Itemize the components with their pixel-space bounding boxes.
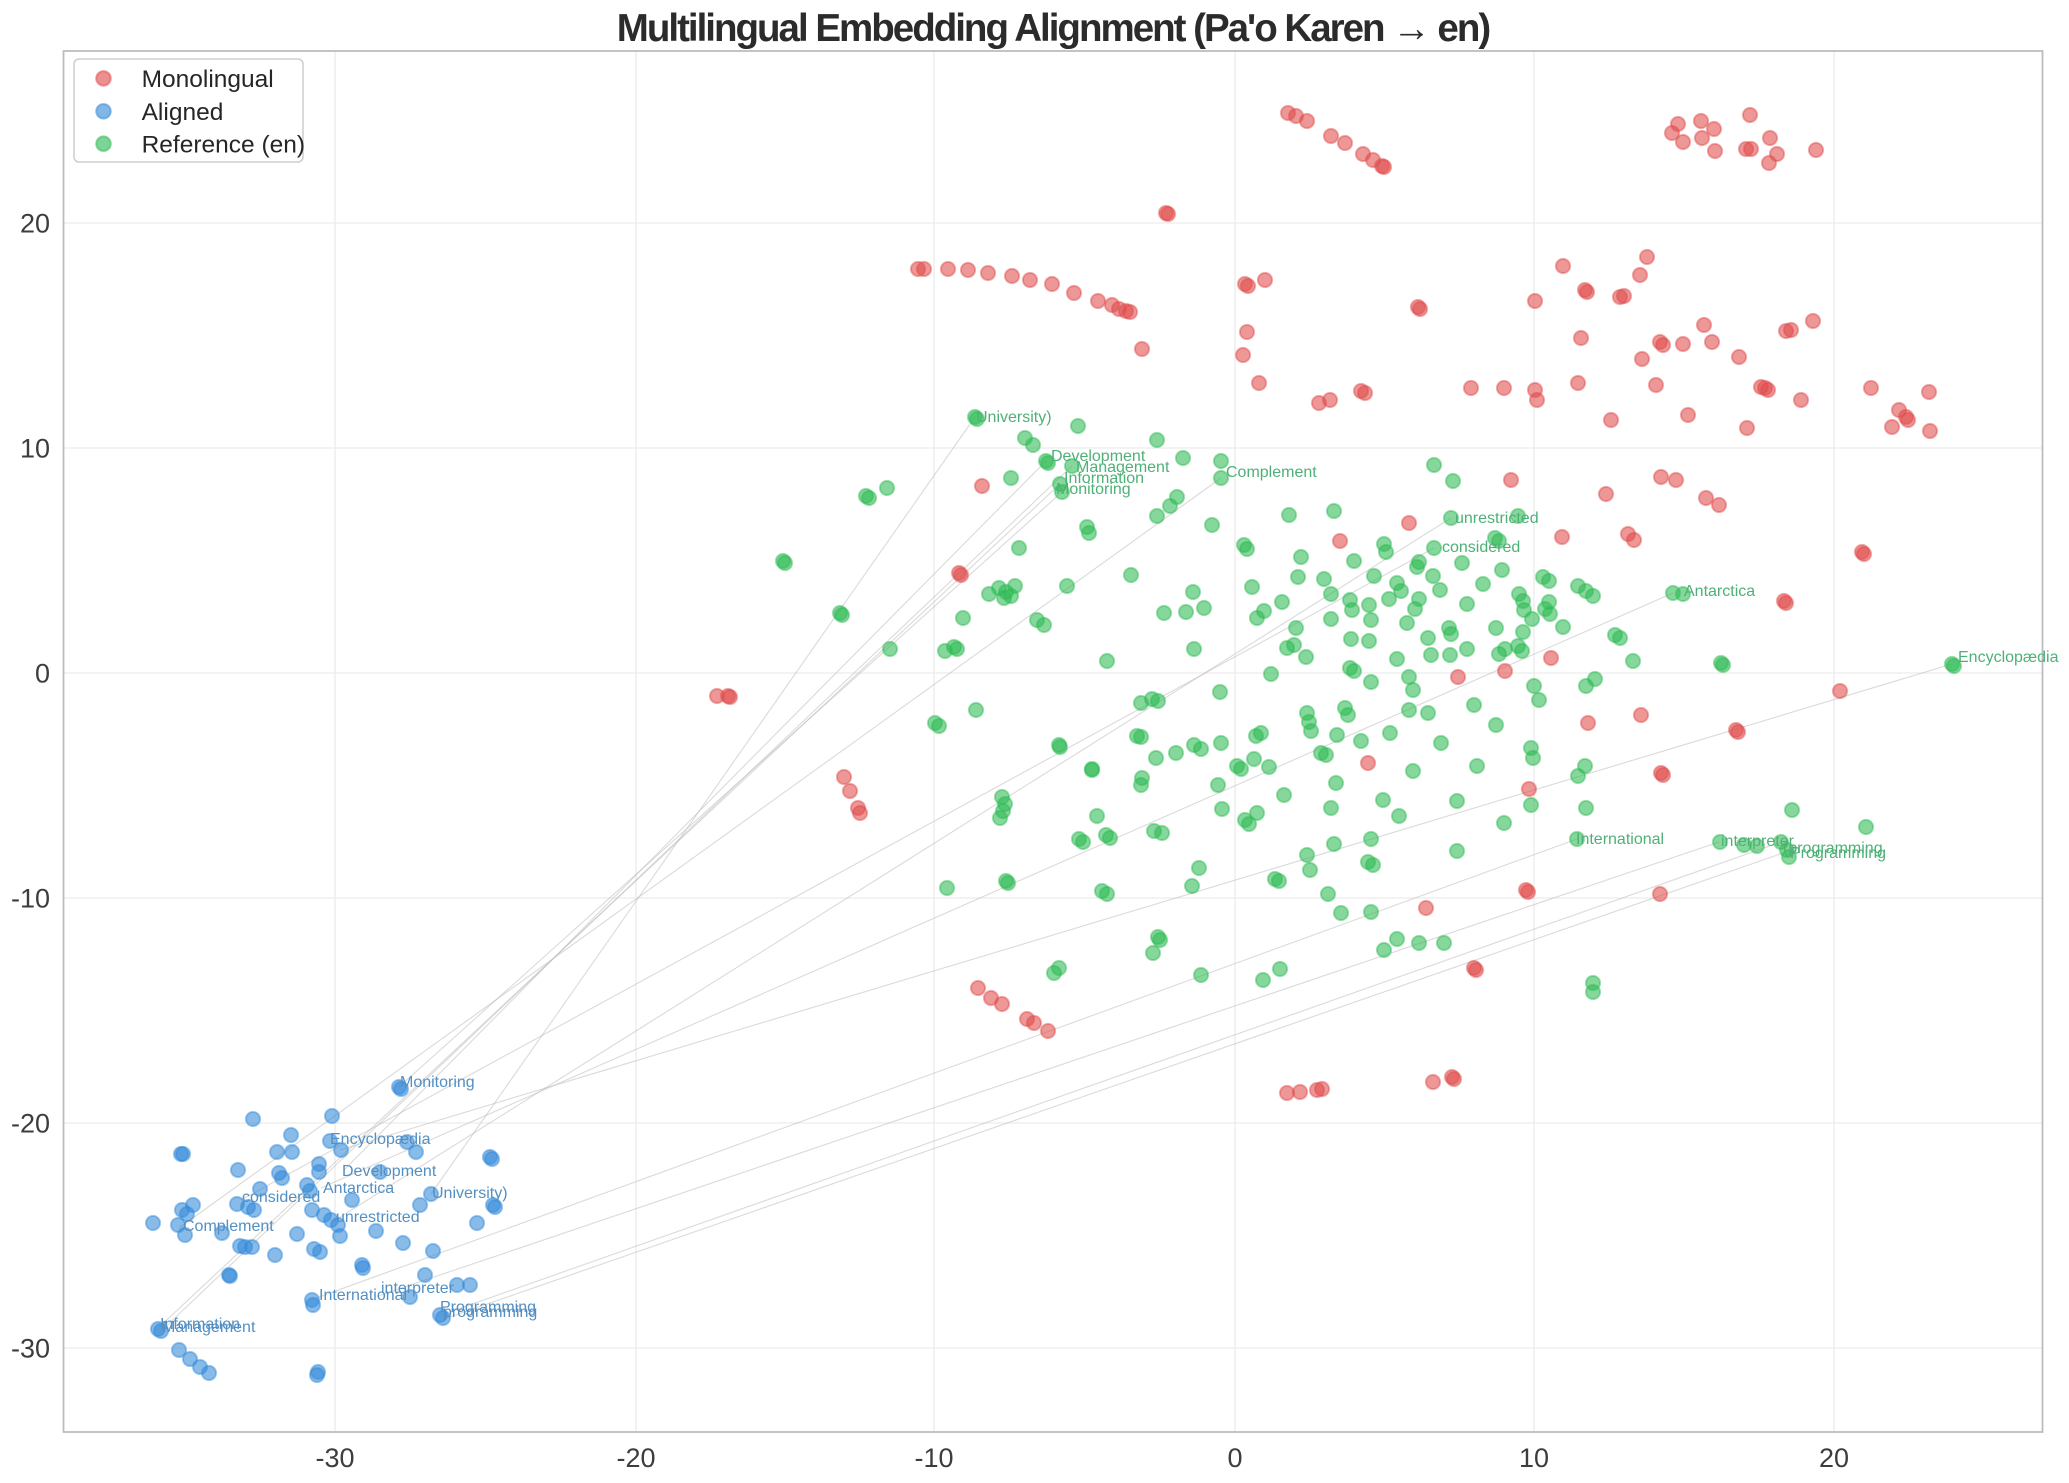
svg-text:Multilingual Embedding Alignme: Multilingual Embedding Alignment (Pa'o K… — [617, 7, 1490, 50]
svg-text:programming: programming — [443, 1304, 537, 1321]
svg-text:interpreter: interpreter — [381, 1280, 455, 1297]
svg-text:Monolingual: Monolingual — [142, 66, 274, 93]
svg-text:0: 0 — [35, 659, 50, 689]
svg-text:Management: Management — [162, 1319, 256, 1336]
svg-text:Development: Development — [1051, 448, 1146, 465]
svg-text:Development: Development — [342, 1163, 437, 1180]
svg-text:Encyclopædia: Encyclopædia — [1958, 649, 2059, 666]
svg-text:0: 0 — [1227, 1443, 1242, 1473]
svg-text:unrestricted: unrestricted — [1455, 510, 1539, 527]
svg-text:interpreter: interpreter — [1721, 833, 1795, 850]
svg-text:Aligned: Aligned — [142, 99, 224, 126]
svg-text:Programming: Programming — [1790, 845, 1886, 862]
svg-text:considered: considered — [242, 1189, 320, 1206]
svg-text:-30: -30 — [315, 1443, 354, 1473]
svg-text:Programming: Programming — [440, 1299, 536, 1316]
svg-text:Management: Management — [1076, 459, 1170, 476]
svg-text:Complement: Complement — [1226, 464, 1317, 481]
svg-text:Complement: Complement — [183, 1218, 274, 1235]
svg-text:20: 20 — [1819, 1443, 1849, 1473]
svg-text:unrestricted: unrestricted — [336, 1209, 420, 1226]
svg-text:-20: -20 — [616, 1443, 655, 1473]
svg-text:(programming: (programming — [1783, 840, 1883, 857]
svg-text:20: 20 — [20, 209, 50, 239]
svg-text:10: 10 — [1519, 1443, 1549, 1473]
svg-text:-20: -20 — [11, 1109, 50, 1139]
svg-text:International: International — [1576, 831, 1664, 848]
svg-text:International: International — [319, 1287, 407, 1304]
svg-text:University): University) — [976, 409, 1052, 426]
svg-text:Monitoring: Monitoring — [400, 1074, 475, 1091]
svg-text:Antarctica: Antarctica — [323, 1180, 394, 1197]
svg-text:Information: Information — [160, 1316, 240, 1333]
svg-text:Encyclopædia: Encyclopædia — [330, 1131, 431, 1148]
svg-text:Antarctica: Antarctica — [1684, 583, 1755, 600]
svg-text:Information: Information — [1064, 470, 1144, 487]
svg-text:Reference (en): Reference (en) — [142, 132, 305, 159]
svg-text:-10: -10 — [11, 884, 50, 914]
svg-text:considered: considered — [1442, 539, 1520, 556]
svg-text:University): University) — [432, 1185, 508, 1202]
svg-text:-10: -10 — [914, 1443, 953, 1473]
svg-text:Monitoring: Monitoring — [1056, 481, 1131, 498]
svg-text:10: 10 — [20, 434, 50, 464]
svg-text:-30: -30 — [11, 1334, 50, 1364]
